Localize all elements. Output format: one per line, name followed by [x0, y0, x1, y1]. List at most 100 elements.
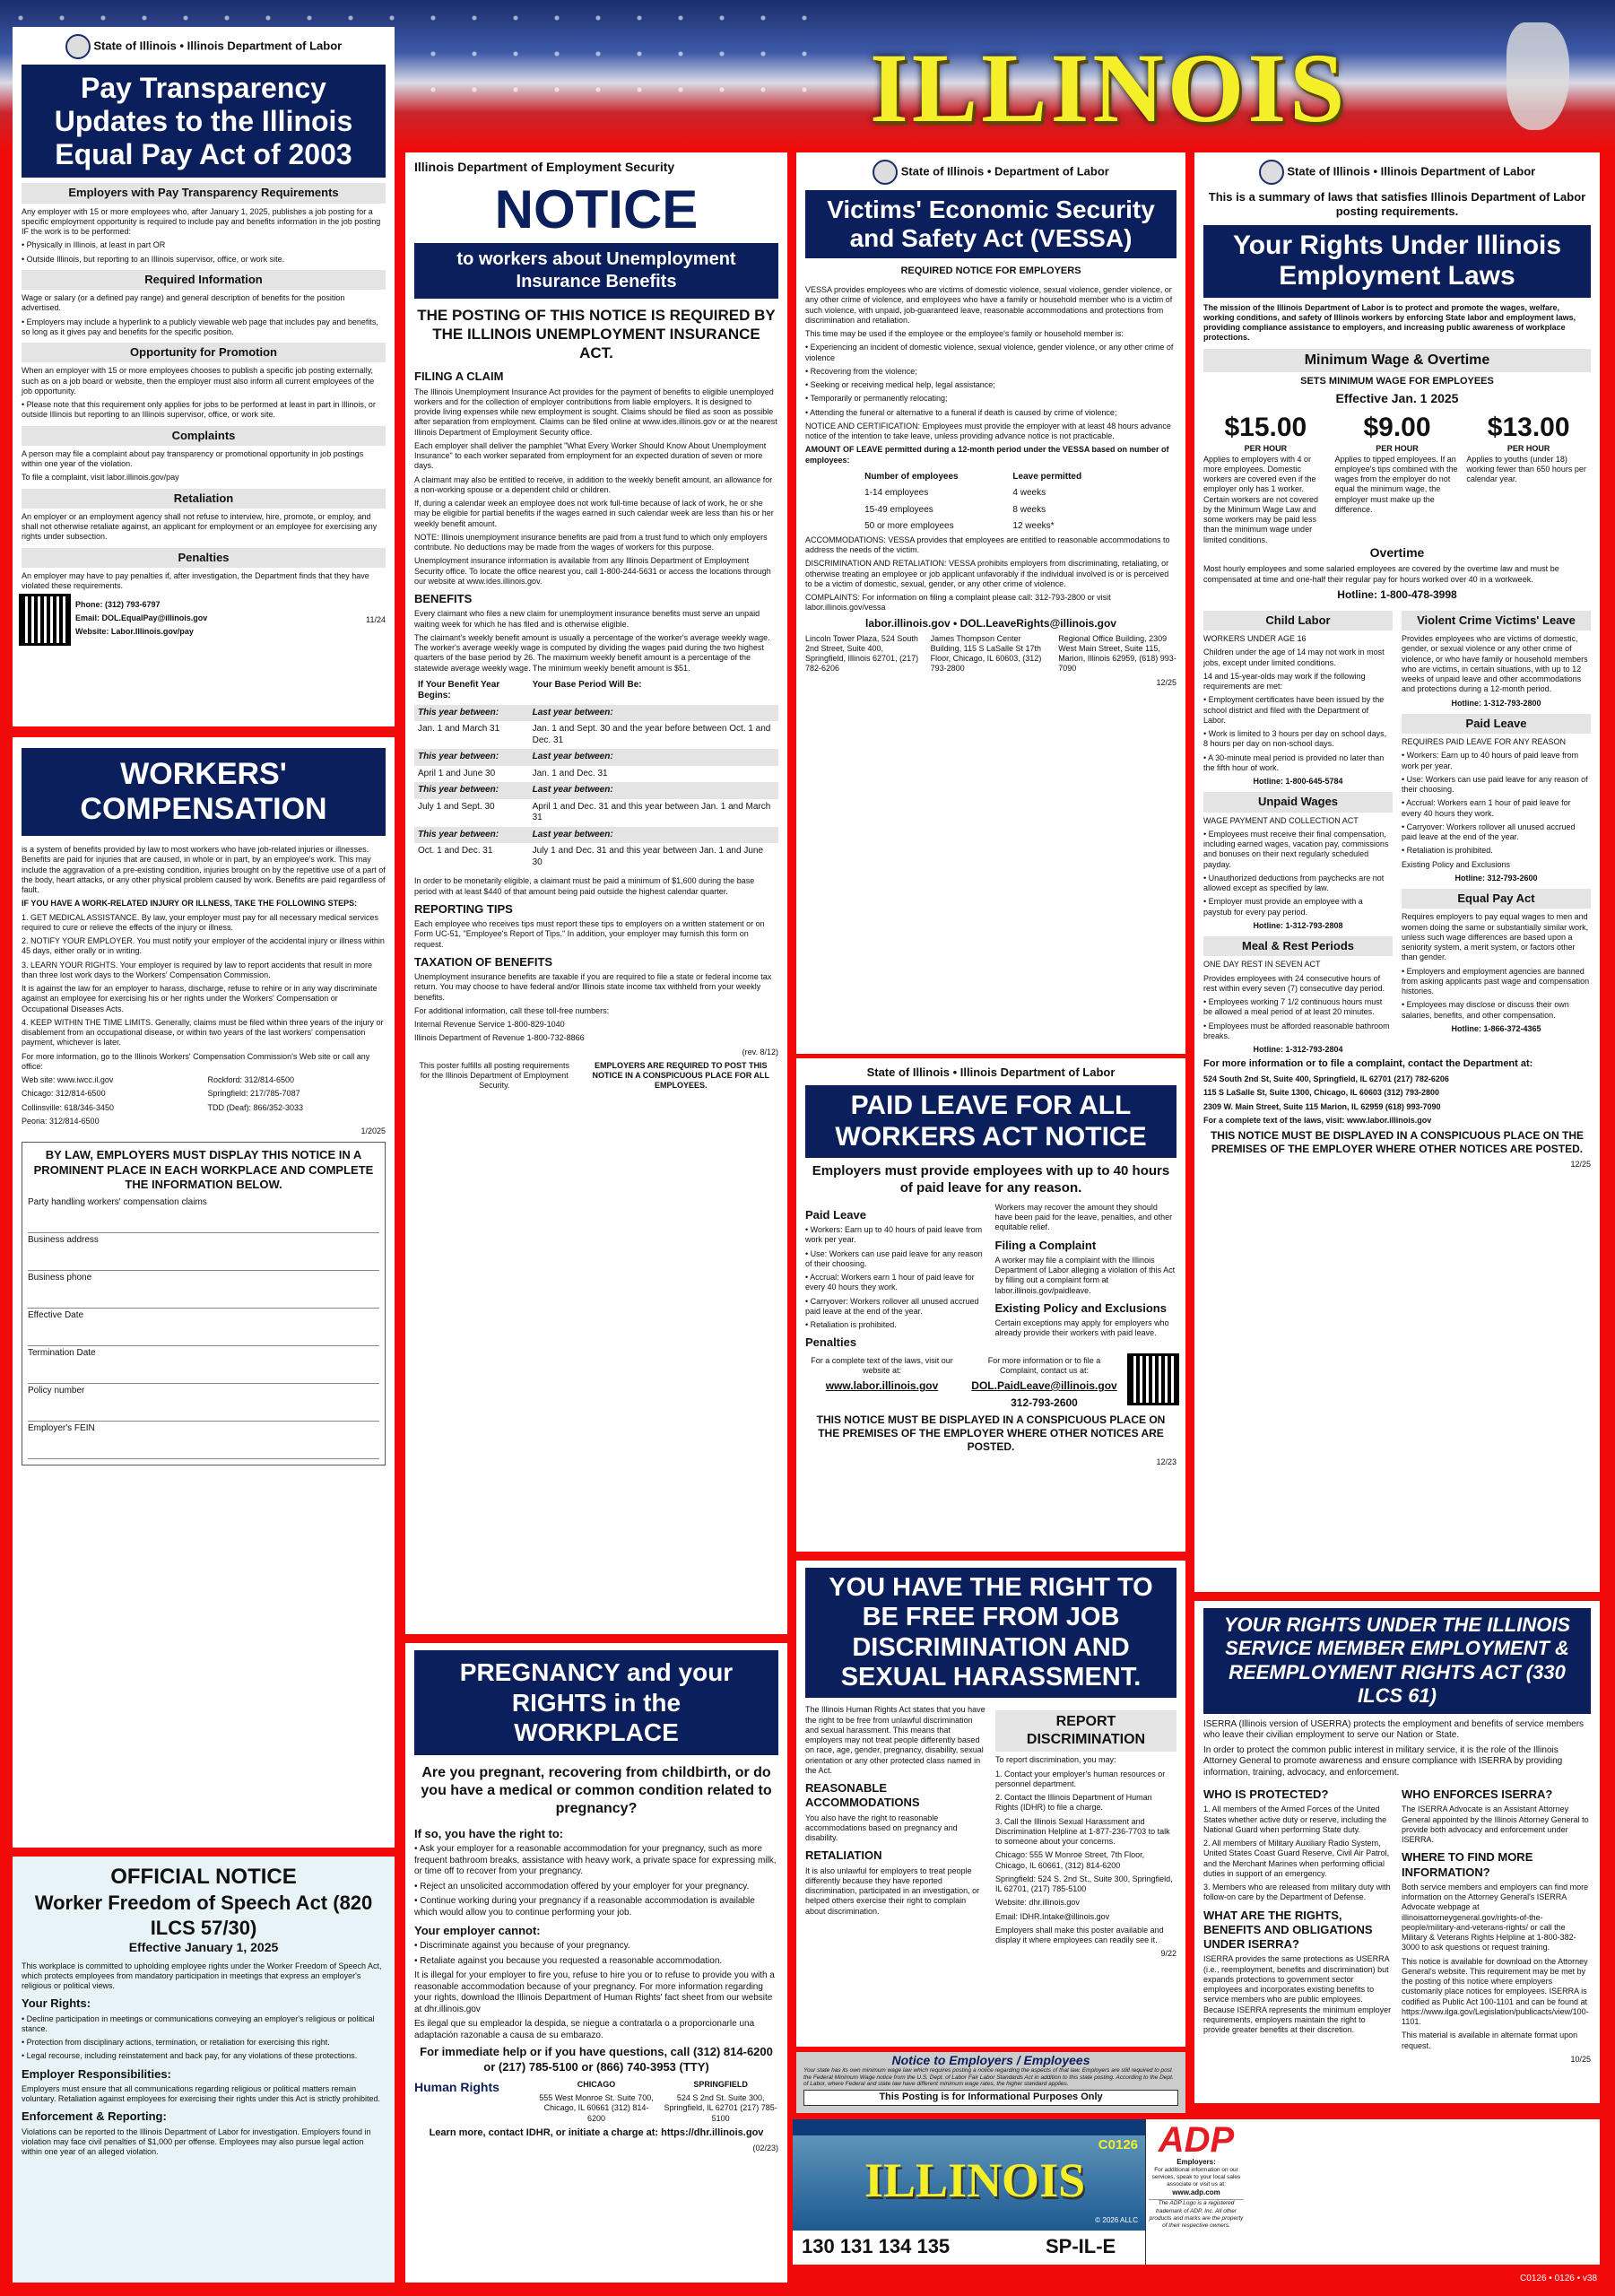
form-field-label: Termination Date	[28, 1346, 379, 1385]
group-row: This year between: Last year between:	[414, 749, 778, 766]
il-dol-seal-icon	[873, 160, 899, 185]
section-text: ISERRA provides the same protections as …	[1203, 1954, 1392, 2035]
list-item: DISCRIMINATION AND RETALIATION: VESSA pr…	[805, 559, 1169, 588]
section-heading: Paid Leave	[805, 1207, 866, 1222]
section-text: Certain exceptions may apply for employe…	[994, 1318, 1169, 1338]
cannot-heading: Your employer cannot:	[414, 1924, 541, 1938]
sections-left: WHO IS PROTECTED? 1. All members of the A…	[1203, 1782, 1393, 2055]
section: Employers with Pay Transparency Requirem…	[22, 183, 386, 265]
adp-logo: ADP	[1158, 2120, 1235, 2160]
contact: labor.illinois.gov • DOL.LeaveRights@ill…	[865, 616, 1116, 630]
list-item: Rockford: 312/814-6500	[207, 1075, 295, 1085]
min-wage-sub: SETS MINIMUM WAGE FOR EMPLOYEES	[1300, 375, 1494, 387]
section-heading: Child Labor	[1203, 610, 1393, 631]
list-item: Collinsville: 618/346-3450	[22, 1102, 115, 1112]
section-text: Any employer with 15 or more employees w…	[22, 206, 381, 237]
vessa-poster: State of Illinois • Department of Labor …	[796, 152, 1185, 1054]
section: Paid Leave REQUIRES PAID LEAVE FOR ANY RE…	[1402, 713, 1591, 883]
mission: The mission of the Illinois Department o…	[1203, 302, 1576, 343]
wage-amount: $13.00	[1487, 412, 1570, 442]
table-cell: 1-14 employees	[864, 488, 929, 499]
list-item: 3. Call the Illinois Sexual Harassment a…	[995, 1816, 1170, 1847]
sections-right: WHO ENFORCES ISERRA? The ISERRA Advocate …	[1402, 1782, 1591, 2055]
list-item: 2309 W. Main Street, Suite 115 Marion, I…	[1203, 1101, 1441, 1111]
adp-logo-box: ADP Employers: For additional informatio…	[1145, 2119, 1246, 2265]
poster-title: OFFICIAL NOTICE	[110, 1865, 297, 1889]
enforcement-heading: Enforcement & Reporting:	[22, 2109, 167, 2124]
poster-title: YOUR RIGHTS UNDER THE ILLINOIS SERVICE M…	[1203, 1608, 1591, 1714]
section-text: An employer may have to pay penalties if…	[22, 570, 369, 591]
list-item: Lincoln Tower Plaza, 524 South 2nd Stree…	[805, 633, 919, 674]
group-label: This year between:	[414, 704, 529, 722]
section: TAXATION OF BENEFITS Unemployment insuran…	[414, 955, 778, 1044]
section-text: REQUIRES PAID LEAVE FOR ANY REASON	[1402, 737, 1567, 746]
website-link[interactable]: www.labor.illinois.gov	[825, 1379, 939, 1392]
section: Equal Pay Act Requires employers to pay e…	[1402, 889, 1591, 1034]
help-line: For immediate help or if you have questi…	[420, 2045, 773, 2074]
section: WHO ENFORCES ISERRA? The ISERRA Advocate …	[1402, 1787, 1591, 1845]
rights-heading: Your Rights:	[22, 1996, 91, 2011]
list-item: 115 S LaSalle St, Suite 1300, Chicago, I…	[1203, 1088, 1439, 1098]
section: Unpaid Wages WAGE PAYMENT AND COLLECTION …	[1203, 792, 1393, 931]
poster-numbers: 130 131 134 135	[802, 2235, 951, 2257]
code: (02/23)	[752, 2143, 778, 2152]
section-text: 14 and 15-year-olds may work if the foll…	[1203, 671, 1366, 691]
wage-rates: $15.00 PER HOUR Applies to employers with …	[1203, 411, 1591, 545]
table-body: 1-14 employees 4 weeks 15-49 employees 8 we…	[861, 485, 1121, 535]
section-text: The Illinois Unemployment Insurance Act …	[414, 387, 777, 437]
intro-2: In order to protect the common public in…	[1203, 1744, 1563, 1778]
section-text: • Outside Illinois, but reporting to an …	[22, 254, 285, 264]
responsibilities-heading: Employer Responsibilities:	[22, 2066, 171, 2081]
section-heading: TAXATION OF BENEFITS	[414, 954, 553, 969]
adp-url[interactable]: www.adp.com	[1172, 2188, 1220, 2197]
list-item: Springfield: 217/785-7087	[207, 1089, 300, 1099]
section: Child Labor WORKERS UNDER AGE 16 Children …	[1203, 610, 1393, 787]
section-heading: Filing a Complaint	[994, 1238, 1097, 1252]
group-label: Last year between:	[528, 782, 778, 799]
list-item: Springfield: 524 S. 2nd St., Suite 300, …	[995, 1874, 1173, 1894]
list-item: 1. Contact your employer's human resourc…	[995, 1769, 1166, 1788]
list-item: James Thompson Center Building, 115 S La…	[930, 633, 1042, 674]
adp-text: For additional information on our servic…	[1151, 2167, 1241, 2188]
poster-title: NOTICE	[494, 178, 699, 239]
code: 1/2025	[360, 1126, 386, 1136]
group-label: Last year between:	[528, 704, 778, 722]
section-heading: Employers with Pay Transparency Requirem…	[22, 183, 386, 204]
list-item: TDD (Deaf): 866/352-3033	[207, 1102, 304, 1112]
section: WHO IS PROTECTED? 1. All members of the A…	[1203, 1787, 1393, 1903]
notice-to-employers: Notice to Employers / Employees Your sta…	[796, 2052, 1185, 2113]
section-text: ONE DAY REST IN SEVEN ACT	[1203, 960, 1321, 970]
section-text: Internal Revenue Service 1-800-829-1040	[414, 1020, 565, 1029]
steps: 1. GET MEDICAL ASSISTANCE. By law, your …	[22, 913, 386, 1048]
list-item: 2. Contact the Illinois Department of Hu…	[995, 1793, 1152, 1813]
email: Email: IDHR.Intake@illinois.gov	[995, 1911, 1110, 1921]
enforcement: Violations can be reported to the Illino…	[22, 2126, 371, 2157]
pay-transparency-poster: State of Illinois • Illinois Department …	[13, 27, 395, 726]
office-address: 524 S 2nd St. Suite 300, Springfield, IL…	[664, 2093, 777, 2123]
section-text: • Employees working 7 1/2 continuous hou…	[1203, 997, 1383, 1017]
group-label: Last year between:	[528, 749, 778, 766]
table-header: Leave permitted	[1012, 471, 1082, 482]
office-name: SPRINGFIELD	[693, 2079, 748, 2089]
summary: This is a summary of laws that satisfies…	[1208, 190, 1586, 219]
notice-body: Your state has its own minimum wage law …	[803, 2067, 1174, 2088]
office-address: 555 West Monroe St. Suite 700, Chicago, …	[539, 2093, 654, 2123]
sections: FILING A CLAIM The Illinois Unemployment …	[414, 370, 778, 674]
section-heading: WHERE TO FIND MORE INFORMATION?	[1402, 1850, 1533, 1879]
list-item: • Decline participation in meetings or c…	[22, 2013, 375, 2033]
table-cell: July 1 and Dec. 31 and this year between…	[532, 846, 764, 867]
wage-unit: PER HOUR	[1376, 444, 1419, 454]
list-item: • Temporarily or permanently relocating;	[805, 394, 948, 404]
email-link[interactable]: DOL.PaidLeave@illinois.gov	[971, 1379, 1117, 1392]
rights-heading: If so, you have the right to:	[414, 1826, 564, 1840]
report-intro: To report discrimination, you may:	[995, 1755, 1116, 1765]
intro: This workplace is committed to upholding…	[22, 1961, 382, 1991]
offices: Chicago: 555 W Monroe Street, 7th Floor,…	[995, 1850, 1177, 1894]
rights-list: • Decline participation in meetings or c…	[22, 2014, 386, 2062]
table-cell: April 1 and Dec. 31 and this year betwee…	[532, 801, 771, 823]
section-text: • Unauthorized deductions from paychecks…	[1203, 873, 1385, 892]
table-header: Number of employees	[864, 471, 959, 482]
table-row: Jan. 1 and March 31 Jan. 1 and Sept. 30 a…	[414, 721, 778, 749]
section-heading: Unpaid Wages	[1203, 792, 1393, 813]
responsibilities: Employers must ensure that all communica…	[22, 2083, 381, 2103]
